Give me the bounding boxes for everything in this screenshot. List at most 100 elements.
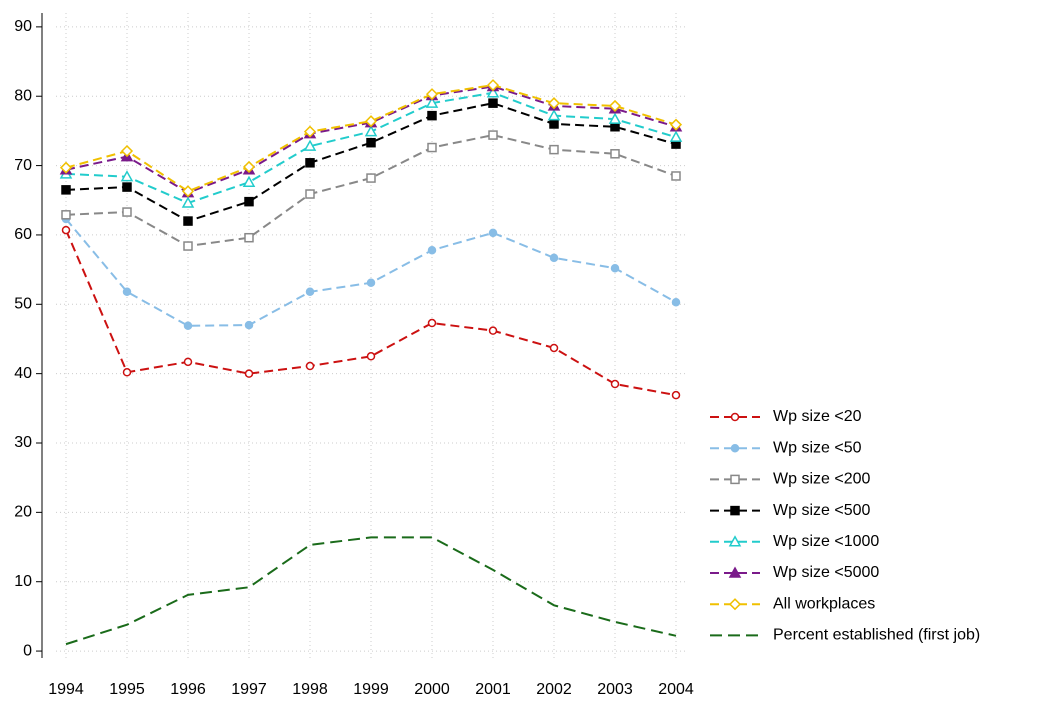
data-point: [608, 99, 622, 112]
legend-marker: [728, 535, 742, 547]
legend-label: Wp size <5000: [773, 564, 879, 581]
y-tick-label: 70: [14, 157, 32, 174]
series-line: [65, 229, 677, 397]
data-point: [120, 144, 134, 158]
data-point: [364, 125, 378, 137]
data-point: [671, 297, 681, 307]
y-tick-label: 0: [23, 642, 32, 659]
legend-marker: [730, 443, 740, 453]
data-point: [120, 170, 134, 182]
data-point: [303, 125, 317, 138]
data-point: [183, 216, 193, 226]
data-point: [427, 142, 437, 153]
legend-label: Wp size <1000: [773, 533, 879, 550]
legend-label: Percent established (first job): [773, 627, 980, 644]
data-point: [181, 196, 195, 208]
data-point: [610, 263, 620, 273]
data-point: [305, 287, 315, 297]
data-point: [549, 119, 559, 129]
data-point: [244, 232, 254, 243]
data-point: [547, 97, 561, 110]
series-line: [65, 84, 677, 193]
data-point: [547, 109, 561, 121]
legend-label: Wp size <50: [773, 439, 862, 456]
y-tick-label: 40: [14, 365, 32, 382]
legend-marker: [730, 474, 740, 485]
data-point: [549, 253, 559, 263]
data-point: [427, 245, 437, 255]
legend-label: Wp size <200: [773, 471, 870, 488]
data-point: [610, 379, 620, 389]
x-tick-label: 2004: [658, 681, 694, 698]
data-point: [488, 98, 498, 108]
y-tick-label: 90: [14, 18, 32, 35]
data-point: [669, 118, 683, 131]
data-point: [61, 225, 71, 235]
data-point: [183, 241, 193, 251]
x-tick-label: 1995: [109, 681, 145, 698]
x-tick-label: 1997: [231, 681, 267, 698]
data-point: [488, 228, 498, 238]
data-point: [610, 121, 620, 132]
data-point: [486, 86, 500, 98]
x-tick-label: 2001: [475, 681, 511, 698]
data-point: [669, 130, 683, 142]
data-point: [366, 352, 376, 361]
data-point: [122, 207, 132, 217]
data-point: [608, 112, 622, 124]
data-point: [244, 320, 254, 330]
legend-marker: [728, 598, 742, 611]
data-point: [549, 343, 559, 353]
y-tick-label: 60: [14, 226, 32, 243]
x-tick-label: 1994: [48, 681, 84, 698]
data-point: [59, 161, 73, 174]
legend-marker: [730, 505, 740, 516]
data-point: [427, 318, 437, 328]
y-tick-label: 50: [14, 296, 32, 313]
data-point: [366, 278, 376, 288]
data-point: [671, 390, 681, 400]
data-point: [427, 110, 437, 121]
data-point: [366, 173, 376, 183]
data-point: [425, 96, 439, 108]
legend-marker: [730, 412, 740, 422]
legend-label: All workplaces: [773, 595, 875, 612]
data-point: [305, 189, 315, 199]
data-point: [305, 158, 315, 168]
data-point: [305, 361, 315, 371]
y-tick-label: 30: [14, 434, 32, 451]
data-point: [244, 196, 254, 207]
data-point: [183, 321, 193, 331]
data-point: [244, 369, 254, 378]
data-point: [122, 182, 132, 192]
data-point: [549, 144, 559, 155]
y-tick-label: 80: [14, 87, 32, 104]
legend-label: Wp size <20: [773, 408, 862, 425]
x-tick-label: 2000: [414, 681, 450, 698]
data-point: [486, 79, 500, 92]
data-point: [488, 326, 498, 335]
data-point: [303, 139, 317, 151]
data-point: [181, 185, 195, 198]
data-point: [425, 88, 439, 101]
data-point: [122, 368, 132, 377]
legend-marker: [728, 566, 742, 578]
data-point: [610, 149, 620, 159]
x-tick-label: 1996: [170, 681, 206, 698]
data-point: [488, 130, 498, 140]
y-tick-label: 20: [14, 504, 32, 521]
data-point: [61, 210, 71, 220]
data-point: [242, 175, 256, 187]
x-tick-label: 2003: [597, 681, 633, 698]
legend-label: Wp size <500: [773, 502, 870, 519]
data-point: [364, 115, 378, 128]
x-tick-label: 1999: [353, 681, 389, 698]
data-point: [61, 185, 71, 195]
x-tick-label: 2002: [536, 681, 572, 698]
data-point: [671, 171, 681, 181]
x-tick-label: 1998: [292, 681, 328, 698]
data-point: [242, 160, 256, 174]
series-line: [65, 536, 677, 646]
